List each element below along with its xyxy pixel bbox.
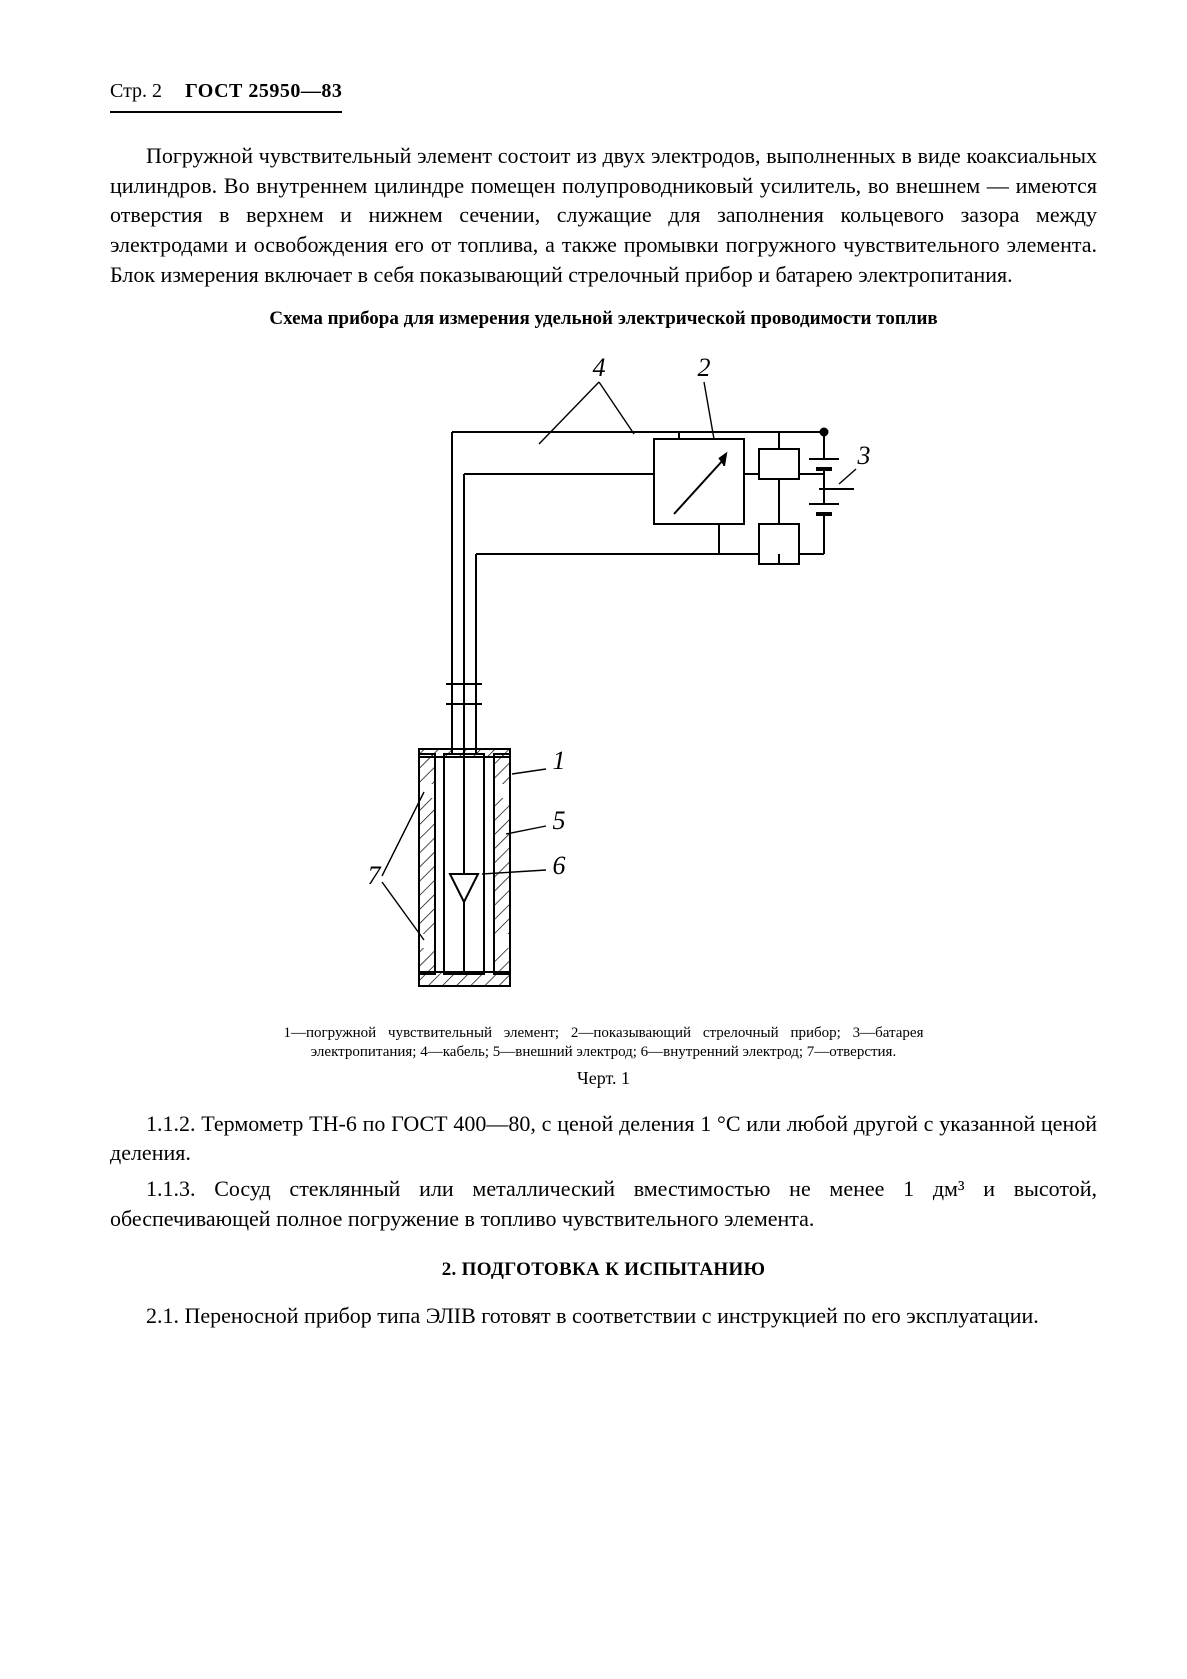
section-2-title: 2. ПОДГОТОВКА К ИСПЫТАНИЮ [110, 1259, 1097, 1281]
figure-label: Черт. 1 [110, 1068, 1097, 1089]
paragraph-21: 2.1. Переносной прибор типа ЭЛІВ готовят… [110, 1301, 1097, 1331]
figure-legend: 1—погружной чувствительный элемент; 2—по… [284, 1024, 924, 1062]
figure-schematic: 4 2 [314, 354, 894, 1014]
page-number: Стр. 2 [110, 80, 162, 102]
callout-4: 4 [592, 354, 605, 382]
paragraph-113: 1.1.3. Сосуд стеклянный или металлически… [110, 1174, 1097, 1233]
figure-title: Схема прибора для измерения удельной эле… [110, 307, 1097, 332]
paragraph-112: 1.1.2. Термометр ТН-6 по ГОСТ 400—80, с … [110, 1109, 1097, 1168]
callout-3: 3 [856, 441, 870, 470]
callout-6: 6 [552, 851, 565, 880]
callout-1: 1 [552, 746, 565, 775]
callout-7: 7 [367, 861, 381, 890]
callout-5: 5 [552, 806, 565, 835]
callout-2: 2 [697, 354, 710, 382]
paragraph-intro: Погружной чувствительный элемент состоит… [110, 141, 1097, 289]
standard-code: ГОСТ 25950—83 [185, 80, 342, 102]
page-header: Стр. 2 ГОСТ 25950—83 [110, 80, 342, 113]
